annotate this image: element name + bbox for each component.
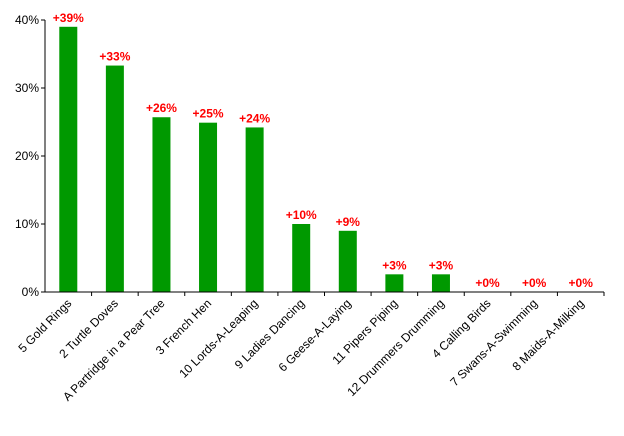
bar [385, 274, 404, 292]
bar [292, 224, 311, 292]
data-label: +33% [99, 50, 130, 64]
bar [152, 117, 171, 293]
bar [59, 26, 78, 293]
data-label: +0% [522, 276, 547, 290]
bar [105, 65, 124, 292]
bar [199, 122, 218, 293]
data-label: +24% [239, 111, 270, 125]
data-label: +3% [382, 258, 407, 272]
data-label: +26% [146, 101, 177, 115]
bar [338, 230, 357, 292]
y-tick-label: 20% [15, 149, 39, 163]
data-label: +25% [193, 107, 224, 121]
bar [245, 127, 264, 292]
y-axis: 0% 10% 20% 30% 40% [15, 13, 46, 299]
y-tick-label: 40% [15, 13, 39, 27]
y-tick-label: 10% [15, 217, 39, 231]
bars [59, 26, 450, 293]
data-label: +39% [53, 11, 84, 25]
data-label: +3% [429, 258, 454, 272]
category-label: 7 Swans-A-Swimming [447, 296, 540, 389]
data-label: +10% [286, 208, 317, 222]
data-label: +0% [475, 276, 500, 290]
data-labels: +39% +33% +26% +25% +24% +10% +9% +3% +3% +0% +0% +… [53, 11, 593, 290]
data-label: +9% [336, 215, 361, 229]
category-label: 10 Lords-A-Leaping [176, 296, 260, 380]
bar [431, 274, 450, 292]
data-label: +0% [569, 276, 594, 290]
y-tick-label: 0% [22, 285, 40, 299]
y-tick-label: 30% [15, 81, 39, 95]
